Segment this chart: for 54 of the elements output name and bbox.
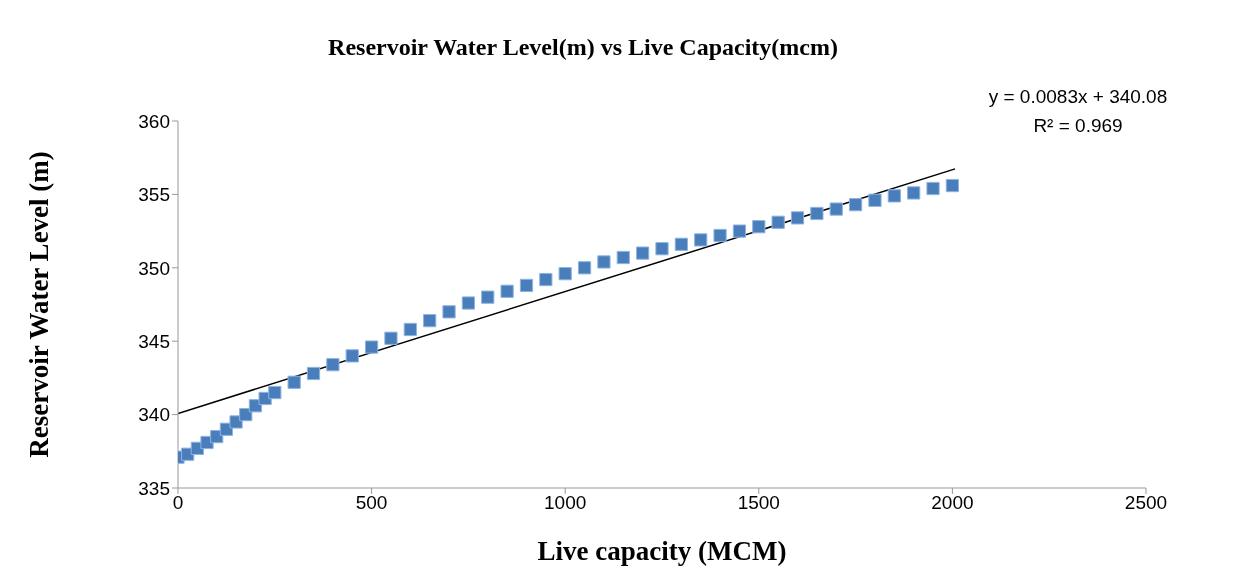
point bbox=[577, 261, 592, 275]
point bbox=[655, 242, 669, 256]
x-tick-label: 1500 bbox=[737, 492, 780, 514]
point bbox=[868, 193, 882, 207]
point bbox=[461, 296, 476, 310]
point bbox=[674, 237, 688, 251]
point bbox=[364, 340, 379, 354]
y-tick-label: 345 bbox=[138, 330, 170, 352]
y-tick-label: 360 bbox=[138, 110, 170, 132]
point bbox=[732, 224, 747, 238]
point bbox=[597, 255, 611, 269]
text: y = 0.0083x + 340.08 bbox=[987, 85, 1169, 109]
y-tick-label: 340 bbox=[138, 404, 170, 426]
point bbox=[519, 278, 534, 293]
point bbox=[558, 267, 572, 281]
point bbox=[945, 178, 960, 193]
x-tick-label: 500 bbox=[355, 492, 388, 514]
point bbox=[287, 375, 301, 389]
point bbox=[384, 331, 398, 345]
x-tick-label: 2500 bbox=[1124, 492, 1168, 514]
point bbox=[713, 228, 727, 243]
point bbox=[907, 186, 921, 200]
point bbox=[306, 366, 321, 381]
annotation: R² = 0.969 bbox=[1032, 114, 1124, 138]
point bbox=[616, 250, 630, 265]
point bbox=[810, 206, 824, 221]
point bbox=[268, 385, 282, 400]
y-axis-title: Reservoir Water Level (m) bbox=[23, 151, 54, 458]
point bbox=[926, 181, 940, 196]
x-tick-label: 2000 bbox=[931, 492, 974, 514]
chart-title: Reservoir Water Level(m) vs Live Capacity(mcm) bbox=[327, 34, 839, 61]
y-tick-label: 350 bbox=[138, 257, 170, 279]
point bbox=[771, 215, 785, 229]
point bbox=[500, 284, 514, 298]
point bbox=[423, 314, 437, 328]
y-tick-label: 335 bbox=[138, 477, 170, 499]
point bbox=[790, 211, 805, 225]
point bbox=[829, 202, 843, 216]
point bbox=[326, 358, 340, 372]
x-tick-label: 1000 bbox=[544, 492, 587, 514]
point bbox=[442, 305, 456, 319]
point bbox=[481, 290, 495, 304]
point bbox=[848, 198, 863, 212]
point bbox=[403, 322, 417, 337]
x-tick-label: 0 bbox=[172, 492, 184, 514]
point bbox=[887, 189, 901, 203]
point bbox=[239, 407, 253, 422]
point bbox=[752, 220, 766, 234]
point bbox=[345, 349, 359, 363]
y-tick-label: 355 bbox=[138, 184, 170, 206]
point bbox=[694, 233, 708, 247]
point bbox=[539, 272, 553, 287]
point bbox=[636, 246, 650, 260]
x-axis-title: Live capacity (MCM) bbox=[537, 536, 787, 566]
